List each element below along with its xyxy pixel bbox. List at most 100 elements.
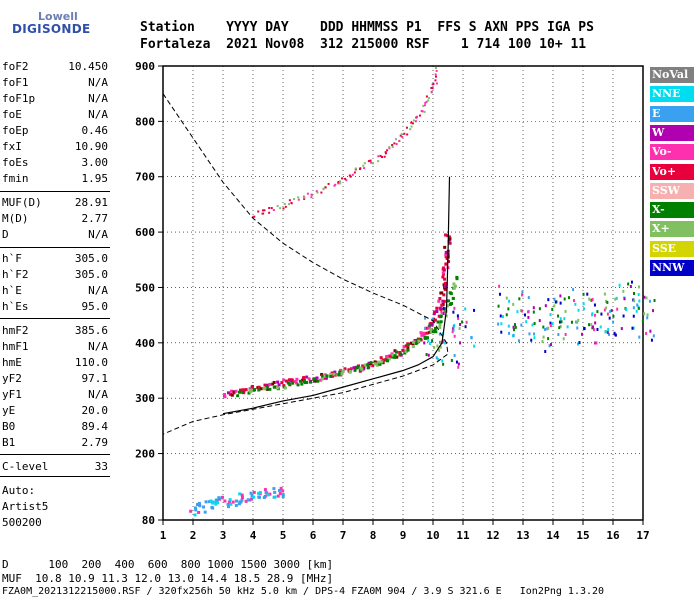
- spread-f-point: [605, 299, 608, 303]
- spread-f-point: [514, 325, 517, 329]
- x-trace-point: [329, 372, 333, 376]
- x-trace-point: [439, 315, 443, 319]
- spread-f-point: [533, 321, 536, 325]
- spread-f-point: [520, 323, 523, 327]
- spread-f-point: [603, 292, 606, 296]
- true-height-profile: [222, 176, 451, 415]
- es-trace-point: [238, 492, 242, 496]
- spread-f-point: [631, 326, 634, 330]
- second-hop-point: [423, 104, 426, 107]
- es-trace-point: [194, 508, 198, 512]
- second-hop-point: [379, 154, 382, 157]
- x-trace-point: [323, 374, 327, 378]
- o-trace-point: [268, 382, 272, 386]
- o-trace-point: [444, 250, 448, 254]
- second-hop-point: [410, 125, 413, 128]
- spread-f-point: [622, 289, 625, 293]
- spread-f-point: [428, 342, 431, 346]
- param-fof2: foF2 10.450: [2, 60, 108, 76]
- es-trace-point: [231, 500, 235, 504]
- o-trace-point: [443, 245, 447, 249]
- second-hop-point: [395, 143, 398, 146]
- x-trace-point: [399, 352, 403, 356]
- x-trace-point: [412, 340, 416, 344]
- o-trace-point: [223, 395, 227, 399]
- param-value: 10.450: [68, 60, 108, 73]
- param-key: M(D): [2, 212, 29, 225]
- spread-f-point: [538, 307, 541, 311]
- x-trace-point: [249, 390, 253, 394]
- spread-f-point: [452, 310, 455, 314]
- footer-muf: MUF 10.8 10.9 11.3 12.0 13.0 14.4 18.5 2…: [2, 572, 334, 585]
- y-tick-label: 400: [135, 337, 155, 350]
- second-hop-point: [425, 95, 428, 98]
- second-hop-point: [419, 114, 422, 117]
- spread-f-point: [596, 327, 599, 331]
- legend-item-vo: Vo-: [650, 144, 694, 161]
- x-trace-point: [238, 390, 242, 394]
- es-trace-point: [193, 506, 197, 510]
- second-hop-point: [276, 205, 279, 208]
- es-trace-point: [209, 499, 213, 503]
- spread-f-point: [557, 333, 560, 337]
- x-tick-label: 3: [220, 529, 227, 542]
- second-hop-point: [257, 210, 260, 213]
- spread-f-point: [643, 312, 646, 316]
- second-hop-point: [427, 99, 430, 102]
- spread-f-point: [550, 343, 553, 347]
- second-hop-point: [268, 206, 271, 209]
- es-trace-point: [278, 492, 282, 496]
- x-trace-point: [450, 302, 454, 306]
- param-key: h`F: [2, 252, 22, 265]
- x-tick-label: 1: [160, 529, 167, 542]
- second-hop-point: [381, 156, 384, 159]
- o-trace-point: [282, 378, 286, 382]
- x-trace-point: [253, 388, 257, 392]
- second-hop-point: [391, 145, 394, 148]
- spread-f-point: [427, 353, 430, 357]
- spread-f-point: [442, 311, 445, 315]
- spread-f-point: [525, 320, 528, 324]
- spread-f-point: [594, 321, 597, 325]
- spread-f-point: [576, 326, 579, 330]
- second-hop-point: [306, 192, 309, 195]
- o-trace-point: [441, 267, 445, 271]
- o-trace-point: [319, 378, 323, 382]
- spread-f-point: [464, 307, 467, 311]
- spread-f-point: [606, 312, 609, 316]
- es-trace-point: [268, 492, 272, 496]
- o-trace-point: [371, 364, 375, 368]
- spread-f-point: [528, 332, 531, 336]
- o-trace-point: [440, 291, 444, 295]
- es-trace-point: [240, 496, 244, 500]
- param-key: foEp: [2, 124, 29, 137]
- second-hop-point: [337, 182, 340, 185]
- separator: [0, 454, 110, 455]
- x-trace-point: [425, 336, 429, 340]
- es-trace-point: [234, 503, 238, 507]
- second-hop-point: [420, 110, 423, 113]
- param-foep: foEp 0.46: [2, 124, 108, 140]
- x-tick-label: 6: [310, 529, 317, 542]
- param-value: 1.95: [81, 172, 109, 185]
- param-value: 97.1: [81, 372, 109, 385]
- o-trace-point: [330, 374, 334, 378]
- separator: [0, 476, 110, 477]
- es-trace-point: [197, 510, 201, 514]
- o-trace-point: [442, 293, 446, 297]
- spread-f-point: [507, 307, 510, 311]
- spread-f-point: [424, 326, 427, 330]
- second-hop-point: [388, 147, 391, 150]
- o-trace-point: [324, 376, 328, 380]
- x-tick-label: 7: [340, 529, 347, 542]
- o-trace-point: [266, 383, 270, 387]
- spread-f-point: [627, 282, 630, 286]
- spread-f-point: [649, 329, 652, 333]
- x-tick-label: 4: [250, 529, 257, 542]
- second-hop-point: [425, 100, 428, 103]
- x-trace-point: [332, 372, 336, 376]
- x-trace-point: [404, 350, 408, 354]
- separator: [0, 191, 110, 192]
- spread-f-point: [459, 322, 462, 326]
- o-trace-point: [424, 326, 428, 330]
